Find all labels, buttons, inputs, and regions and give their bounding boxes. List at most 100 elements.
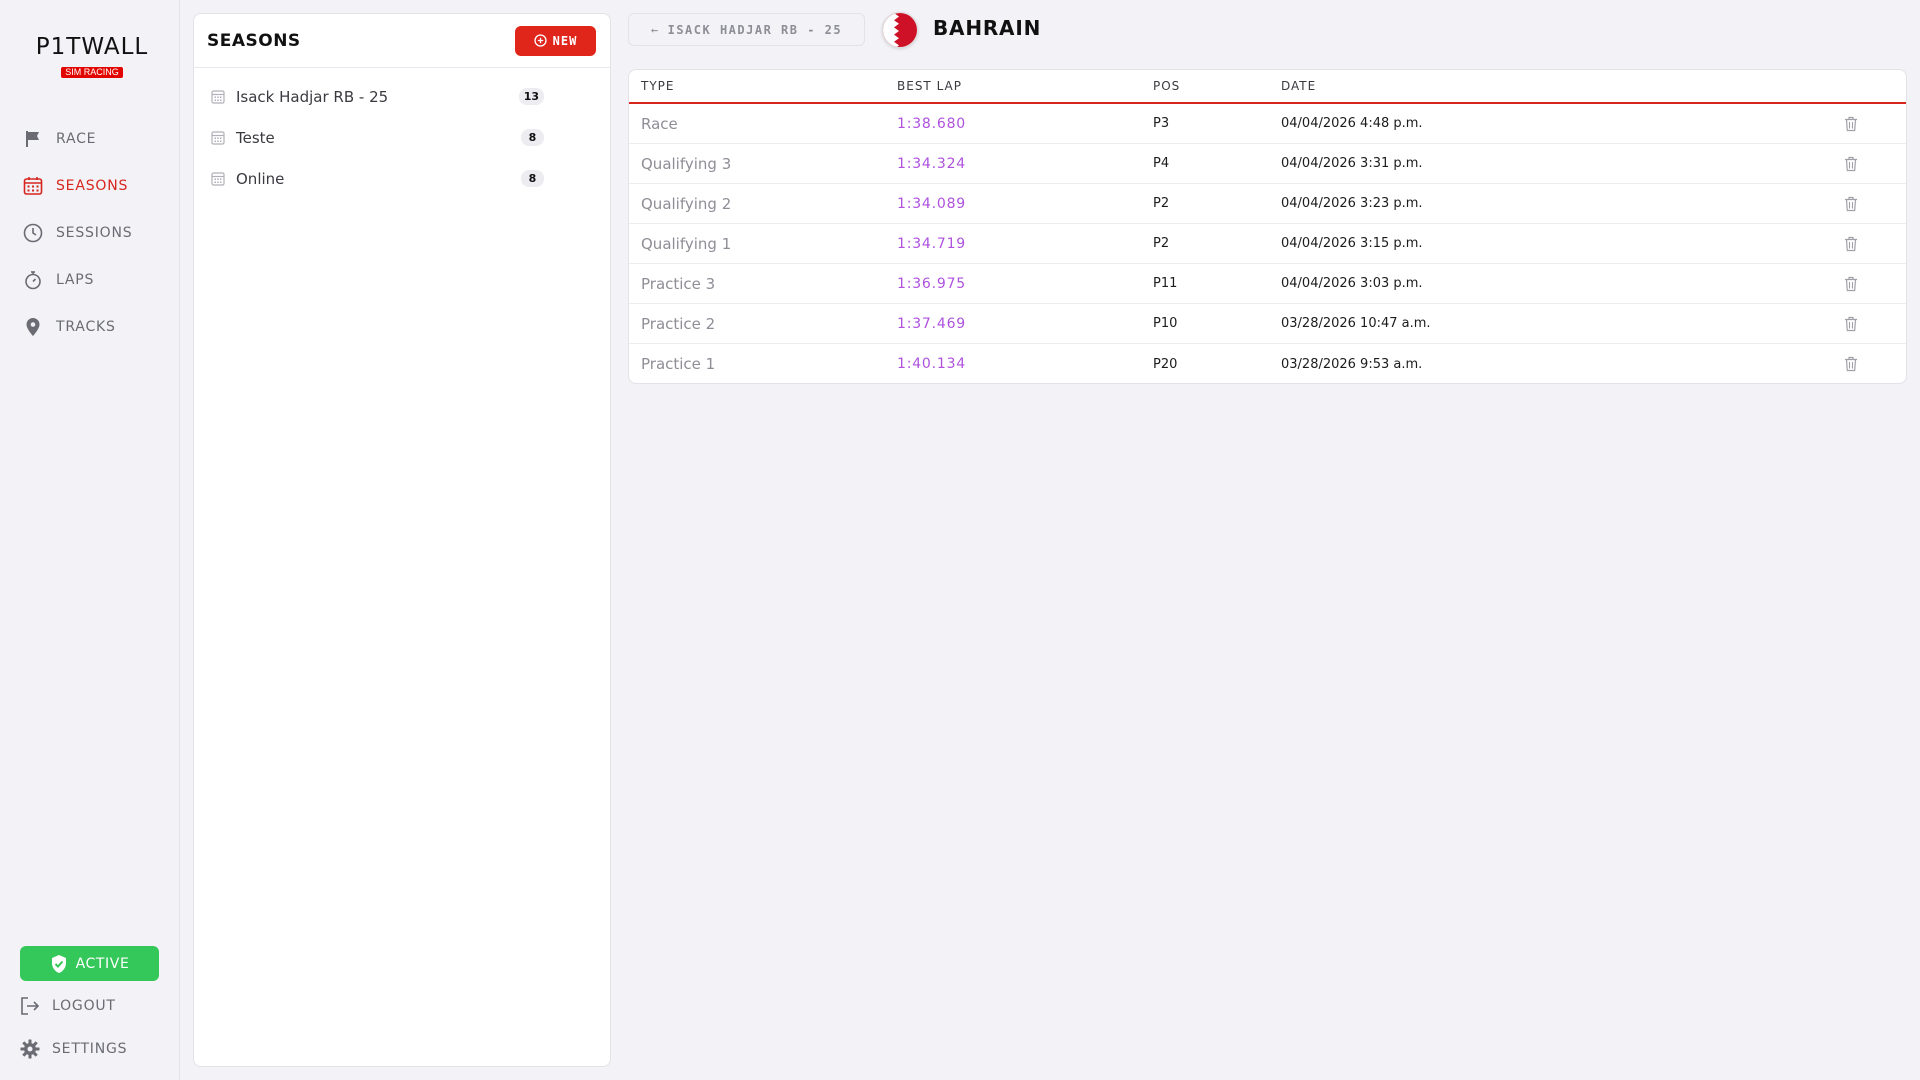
session-type: Qualifying 1 (641, 234, 732, 253)
nav-item-race[interactable]: RACE (22, 115, 132, 162)
sidebar: P1TWALL SIM RACING RACE SEASONS SESSIONS (0, 0, 180, 1080)
season-list: Isack Hadjar RB - 25 13 Teste 8 Online 8 (194, 68, 610, 199)
session-type: Practice 3 (641, 274, 716, 293)
session-type: Practice 2 (641, 314, 716, 333)
session-date: 04/04/2026 3:15 p.m. (1281, 236, 1423, 251)
best-lap: 1:34.324 (897, 155, 967, 172)
position: P11 (1153, 276, 1178, 291)
plus-circle-icon (534, 34, 547, 47)
back-button-label: ISACK HADJAR RB - 25 (667, 22, 843, 37)
nav-item-sessions[interactable]: SESSIONS (22, 209, 132, 256)
stopwatch-icon (22, 269, 44, 291)
season-item[interactable]: Isack Hadjar RB - 25 13 (194, 76, 610, 117)
best-lap: 1:38.680 (897, 115, 967, 132)
best-lap: 1:34.719 (897, 235, 967, 252)
season-name: Online (236, 169, 285, 188)
settings-button[interactable]: SETTINGS (20, 1039, 127, 1059)
new-season-label: NEW (552, 33, 578, 48)
active-status-label: ACTIVE (75, 955, 130, 972)
nav-item-label: LAPS (56, 271, 95, 288)
column-header-date[interactable]: DATE (1281, 79, 1317, 93)
shield-check-icon (51, 954, 66, 973)
calendar-icon (22, 175, 44, 197)
nav-item-label: SEASONS (56, 177, 129, 194)
flag-icon (22, 128, 44, 150)
trash-icon[interactable] (1844, 356, 1858, 372)
session-type: Qualifying 2 (641, 194, 732, 213)
bahrain-flag-icon (882, 12, 918, 48)
session-type: Qualifying 3 (641, 154, 732, 173)
session-type: Race (641, 114, 678, 133)
session-date: 03/28/2026 9:53 a.m. (1281, 356, 1423, 372)
season-count-badge: 13 (518, 88, 544, 105)
calendar-icon (211, 171, 227, 186)
clock-icon (22, 222, 44, 244)
season-count-badge: 8 (521, 129, 544, 146)
page-title: BAHRAIN (933, 16, 1042, 40)
table-row[interactable]: Qualifying 3 1:34.324 P4 04/04/2026 3:31… (629, 144, 1906, 184)
session-date: 04/04/2026 3:23 p.m. (1281, 196, 1423, 211)
app-logo[interactable]: P1TWALL SIM RACING (28, 34, 156, 79)
column-header-type[interactable]: TYPE (641, 79, 675, 93)
nav-item-label: TRACKS (56, 318, 116, 335)
season-name: Teste (236, 128, 275, 147)
gear-icon (20, 1039, 40, 1059)
seasons-title: SEASONS (207, 30, 301, 51)
column-header-best-lap[interactable]: BEST LAP (897, 79, 962, 93)
new-season-button[interactable]: NEW (515, 25, 596, 56)
active-status-button[interactable]: ACTIVE (20, 946, 159, 981)
seasons-panel: SEASONS NEW Isack Hadjar RB - 25 13 Test… (193, 13, 611, 1067)
nav-item-seasons[interactable]: SEASONS (22, 162, 132, 209)
position: P10 (1153, 316, 1178, 331)
position: P20 (1153, 356, 1178, 372)
season-name: Isack Hadjar RB - 25 (236, 87, 389, 106)
trash-icon[interactable] (1844, 316, 1858, 332)
session-date: 04/04/2026 3:03 p.m. (1281, 276, 1423, 291)
position: P2 (1153, 196, 1170, 211)
session-date: 03/28/2026 10:47 a.m. (1281, 316, 1431, 331)
season-item[interactable]: Online 8 (194, 158, 610, 199)
trash-icon[interactable] (1844, 196, 1858, 212)
settings-label: SETTINGS (52, 1041, 128, 1057)
location-pin-icon (22, 316, 44, 338)
trash-icon[interactable] (1844, 156, 1858, 172)
session-date: 04/04/2026 3:31 p.m. (1281, 156, 1423, 171)
best-lap: 1:34.089 (897, 195, 967, 212)
main-nav: RACE SEASONS SESSIONS LAPS TRACKS (22, 115, 132, 350)
table-row[interactable]: Qualifying 2 1:34.089 P2 04/04/2026 3:23… (629, 184, 1906, 224)
nav-item-tracks[interactable]: TRACKS (22, 303, 132, 350)
table-row[interactable]: Practice 1 1:40.134 P20 03/28/2026 9:53 … (629, 344, 1906, 383)
best-lap: 1:40.134 (897, 356, 967, 372)
trash-icon[interactable] (1844, 116, 1858, 132)
position: P4 (1153, 156, 1170, 171)
season-item[interactable]: Teste 8 (194, 117, 610, 158)
arrow-left-icon: ← (650, 22, 660, 37)
column-header-pos[interactable]: POS (1153, 79, 1181, 93)
nav-item-label: RACE (56, 130, 97, 147)
nav-item-laps[interactable]: LAPS (22, 256, 132, 303)
table-row[interactable]: Practice 2 1:37.469 P10 03/28/2026 10:47… (629, 304, 1906, 344)
season-count-badge: 8 (521, 170, 544, 187)
session-date: 04/04/2026 4:48 p.m. (1281, 116, 1423, 131)
table-row[interactable]: Race 1:38.680 P3 04/04/2026 4:48 p.m. (629, 104, 1906, 144)
best-lap: 1:36.975 (897, 275, 967, 292)
table-header: TYPE BEST LAP POS DATE (629, 70, 1906, 104)
logo-subtitle: SIM RACING (61, 67, 123, 78)
calendar-icon (211, 130, 227, 145)
logo-text: P1TWALL (35, 34, 149, 60)
back-button[interactable]: ← ISACK HADJAR RB - 25 (628, 13, 865, 46)
logout-icon (20, 996, 40, 1016)
calendar-icon (211, 89, 227, 104)
seasons-header: SEASONS NEW (194, 14, 610, 68)
sessions-table: TYPE BEST LAP POS DATE Race 1:38.680 P3 … (628, 69, 1907, 384)
table-row[interactable]: Practice 3 1:36.975 P11 04/04/2026 3:03 … (629, 264, 1906, 304)
logout-button[interactable]: LOGOUT (20, 996, 116, 1016)
session-type: Practice 1 (641, 355, 716, 373)
best-lap: 1:37.469 (897, 315, 967, 332)
nav-item-label: SESSIONS (56, 224, 133, 241)
trash-icon[interactable] (1844, 236, 1858, 252)
trash-icon[interactable] (1844, 276, 1858, 292)
position: P2 (1153, 236, 1170, 251)
position: P3 (1153, 116, 1170, 131)
table-row[interactable]: Qualifying 1 1:34.719 P2 04/04/2026 3:15… (629, 224, 1906, 264)
